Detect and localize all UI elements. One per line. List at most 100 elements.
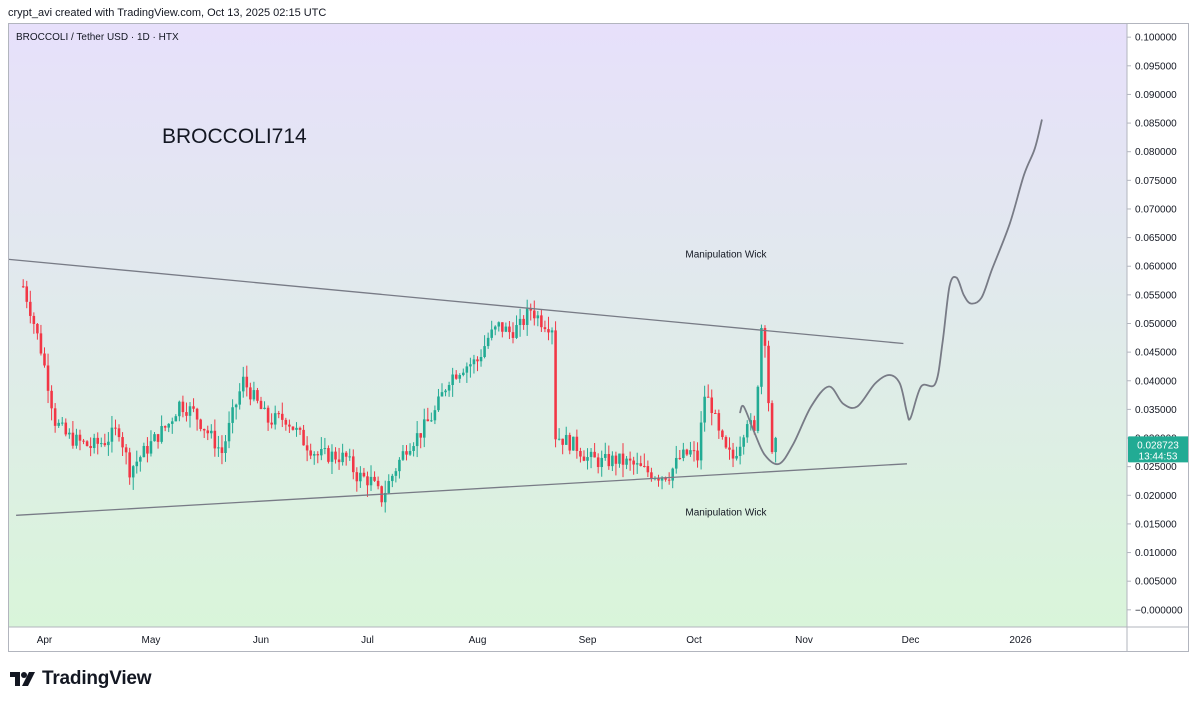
candle-body xyxy=(217,447,220,449)
candle-body xyxy=(206,430,210,434)
price-tick-label: 0.025000 xyxy=(1135,462,1177,473)
candle-body xyxy=(575,436,579,451)
candle-body xyxy=(110,427,114,442)
candle-body xyxy=(738,446,742,456)
candle-body xyxy=(689,450,692,455)
candle-body xyxy=(582,456,586,461)
price-axis[interactable]: 0.100000 0.095000 0.090000 0.085000 0.080000… xyxy=(1127,33,1183,617)
candle-body xyxy=(89,445,92,449)
candle-body xyxy=(128,452,131,478)
candle-body xyxy=(596,457,600,468)
candle-body xyxy=(632,460,635,465)
candle-body xyxy=(199,419,202,429)
candle-body xyxy=(75,434,78,446)
candle-body xyxy=(529,308,533,311)
candle-body xyxy=(327,448,330,462)
candle-body xyxy=(660,477,664,481)
candle-body xyxy=(664,477,667,480)
candle-body xyxy=(57,422,60,426)
candle-body xyxy=(518,318,522,326)
candle-body xyxy=(305,445,309,451)
candle-body xyxy=(724,437,728,448)
candle-body xyxy=(202,428,206,431)
candle-body xyxy=(412,446,415,451)
candle-body xyxy=(309,450,312,456)
candle-body xyxy=(469,364,472,367)
time-tick-label: Jul xyxy=(361,635,374,646)
candle-body xyxy=(501,322,504,332)
candle-body xyxy=(447,385,451,391)
candle-body xyxy=(369,476,373,486)
candle-body xyxy=(355,472,359,482)
price-tick-label: 0.085000 xyxy=(1135,119,1177,130)
candle-body xyxy=(387,481,391,493)
candle-body xyxy=(21,286,25,288)
brand-name: TradingView xyxy=(42,668,152,689)
candle-body xyxy=(114,427,117,429)
symbol-title[interactable]: BROCCOLI / Tether USD · 1D · HTX xyxy=(16,32,179,43)
price-tick-label: 0.005000 xyxy=(1135,577,1177,588)
candle-body xyxy=(639,463,643,466)
time-tick-label: Jun xyxy=(253,635,269,646)
candle-body xyxy=(490,329,493,338)
candle-body xyxy=(64,422,68,435)
candle-body xyxy=(178,401,181,417)
price-tick-label: 0.070000 xyxy=(1135,204,1177,215)
candle-body xyxy=(721,430,724,438)
candle-body xyxy=(625,458,628,465)
candle-body xyxy=(277,413,281,415)
price-tick-label: 0.080000 xyxy=(1135,147,1177,158)
tradingview-brand[interactable]: TradingView xyxy=(10,668,152,690)
time-tick-label: Nov xyxy=(795,635,813,646)
candle-body xyxy=(767,345,770,404)
time-axis[interactable]: Apr May Jun Jul Aug Sep Oct Nov Dec 2026 xyxy=(37,635,1032,646)
candle-body xyxy=(458,375,462,379)
candle-body xyxy=(685,449,689,455)
candle-body xyxy=(167,423,170,428)
candle-body xyxy=(337,459,341,463)
candle-body xyxy=(281,413,284,420)
candle-body xyxy=(82,440,85,442)
price-tick-label: 0.075000 xyxy=(1135,176,1177,187)
candle-body xyxy=(213,430,217,449)
candle-body xyxy=(288,424,291,427)
candle-body xyxy=(153,434,156,442)
candle-body xyxy=(146,445,149,454)
candle-body xyxy=(103,443,107,446)
time-tick-label: Oct xyxy=(686,635,702,646)
candle-body xyxy=(156,434,160,442)
candle-body xyxy=(561,438,564,445)
candle-body xyxy=(745,424,749,438)
candle-body xyxy=(540,315,543,328)
candle-body xyxy=(366,476,369,486)
candle-body xyxy=(493,326,497,330)
candle-body xyxy=(32,315,36,324)
price-chart[interactable]: Manipulation Wick Manipulation Wick BROCC… xyxy=(9,24,1189,652)
candle-body xyxy=(298,427,302,430)
forecast-path xyxy=(739,119,1043,466)
candle-body xyxy=(398,459,401,472)
price-tick-label: 0.055000 xyxy=(1135,290,1177,301)
candle-body xyxy=(714,413,717,415)
candle-body xyxy=(536,315,540,319)
candle-body xyxy=(195,408,199,420)
candle-body xyxy=(440,392,444,397)
candle-body xyxy=(600,457,603,468)
candle-body xyxy=(437,396,440,411)
candle-body xyxy=(96,437,100,444)
candle-body xyxy=(323,448,327,450)
candle-body xyxy=(231,407,234,423)
candle-body xyxy=(621,453,625,465)
price-tick-label: 0.010000 xyxy=(1135,548,1177,559)
candle-body xyxy=(245,376,249,388)
candle-body xyxy=(266,407,270,423)
candle-body xyxy=(515,325,518,338)
candle-body xyxy=(142,445,146,458)
candle-body xyxy=(451,374,454,386)
candle-body xyxy=(760,327,763,387)
chart-area[interactable]: Manipulation Wick Manipulation Wick BROCC… xyxy=(8,23,1189,652)
candle-body xyxy=(121,437,124,448)
price-tick-label: 0.040000 xyxy=(1135,376,1177,387)
candle-body xyxy=(312,454,316,456)
candle-body xyxy=(543,327,547,330)
